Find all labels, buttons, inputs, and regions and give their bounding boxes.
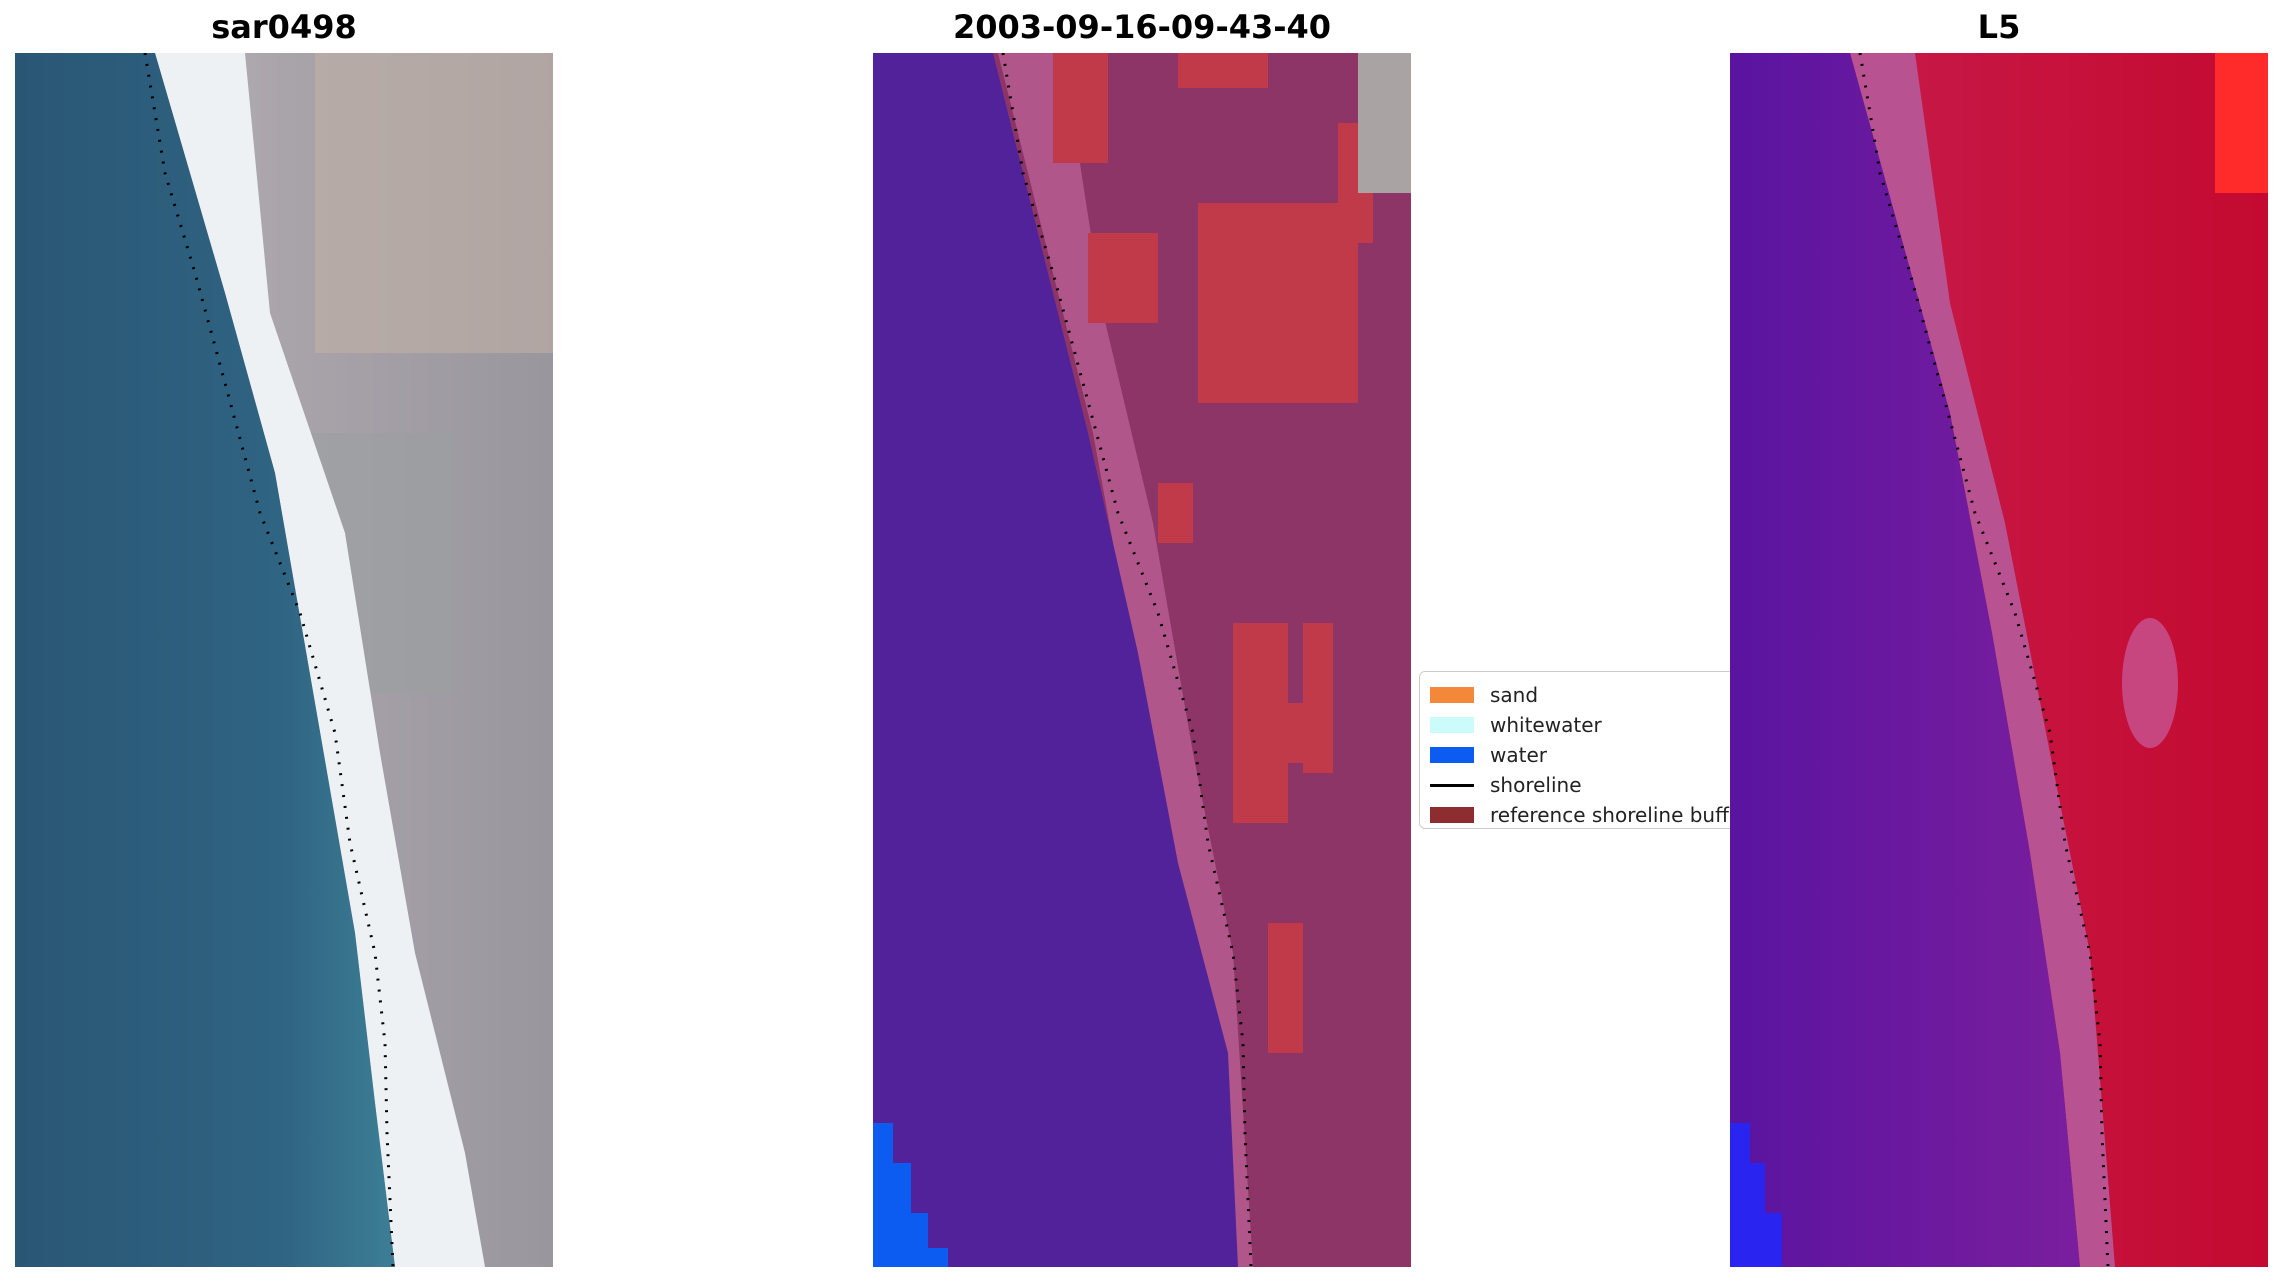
index-panel: L5 xyxy=(1730,0,2268,1283)
sea-area xyxy=(15,53,395,1267)
panel-title-rgb: sar0498 xyxy=(211,8,357,46)
bright-red-corner xyxy=(2215,53,2268,193)
rgb-image-canvas xyxy=(15,53,553,1267)
panel-title-sensor: L5 xyxy=(1977,8,2021,46)
sand-swatch xyxy=(1430,687,1474,703)
water-index-area xyxy=(1730,1123,1782,1267)
legend-item-sand: sand xyxy=(1430,680,1748,710)
index-canvas xyxy=(1730,53,2268,1267)
beach-band xyxy=(155,53,485,1267)
legend-item-water: water xyxy=(1430,740,1748,770)
classification-image xyxy=(873,53,1411,1267)
buffer-patches xyxy=(1053,53,1373,1053)
legend-label: reference shoreline buffer xyxy=(1490,803,1750,827)
classification-canvas xyxy=(873,53,1411,1267)
legend-item-shoreline: shoreline xyxy=(1430,770,1748,800)
sea-index-area xyxy=(1730,53,2080,1267)
reference-buffer-swatch xyxy=(1430,807,1474,823)
unclassified-patch xyxy=(1358,53,1411,193)
legend: sand whitewater water shoreline referenc… xyxy=(1419,671,1759,829)
sea-class-area xyxy=(873,53,1238,1267)
legend-item-whitewater: whitewater xyxy=(1430,710,1748,740)
classification-panel: 2003-09-16-09-43-40 xyxy=(873,0,1411,1283)
legend-label: shoreline xyxy=(1490,773,1582,797)
shoreline-line-sample xyxy=(1430,783,1474,787)
land-warm-patch xyxy=(315,53,553,353)
legend-label: whitewater xyxy=(1490,713,1602,737)
legend-label: sand xyxy=(1490,683,1539,707)
legend-item-reference-buffer: reference shoreline buffer xyxy=(1430,800,1750,828)
panel-title-date: 2003-09-16-09-43-40 xyxy=(952,8,1332,46)
water-swatch xyxy=(1430,747,1474,763)
transition-band xyxy=(1850,53,2115,1267)
pink-blob xyxy=(2122,618,2178,748)
whitewater-swatch xyxy=(1430,717,1474,733)
rgb-image-panel: sar0498 xyxy=(15,0,553,1283)
legend-label: water xyxy=(1490,743,1547,767)
index-image xyxy=(1730,53,2268,1267)
rgb-satellite-image xyxy=(15,53,553,1267)
water-class-area xyxy=(873,1123,948,1267)
